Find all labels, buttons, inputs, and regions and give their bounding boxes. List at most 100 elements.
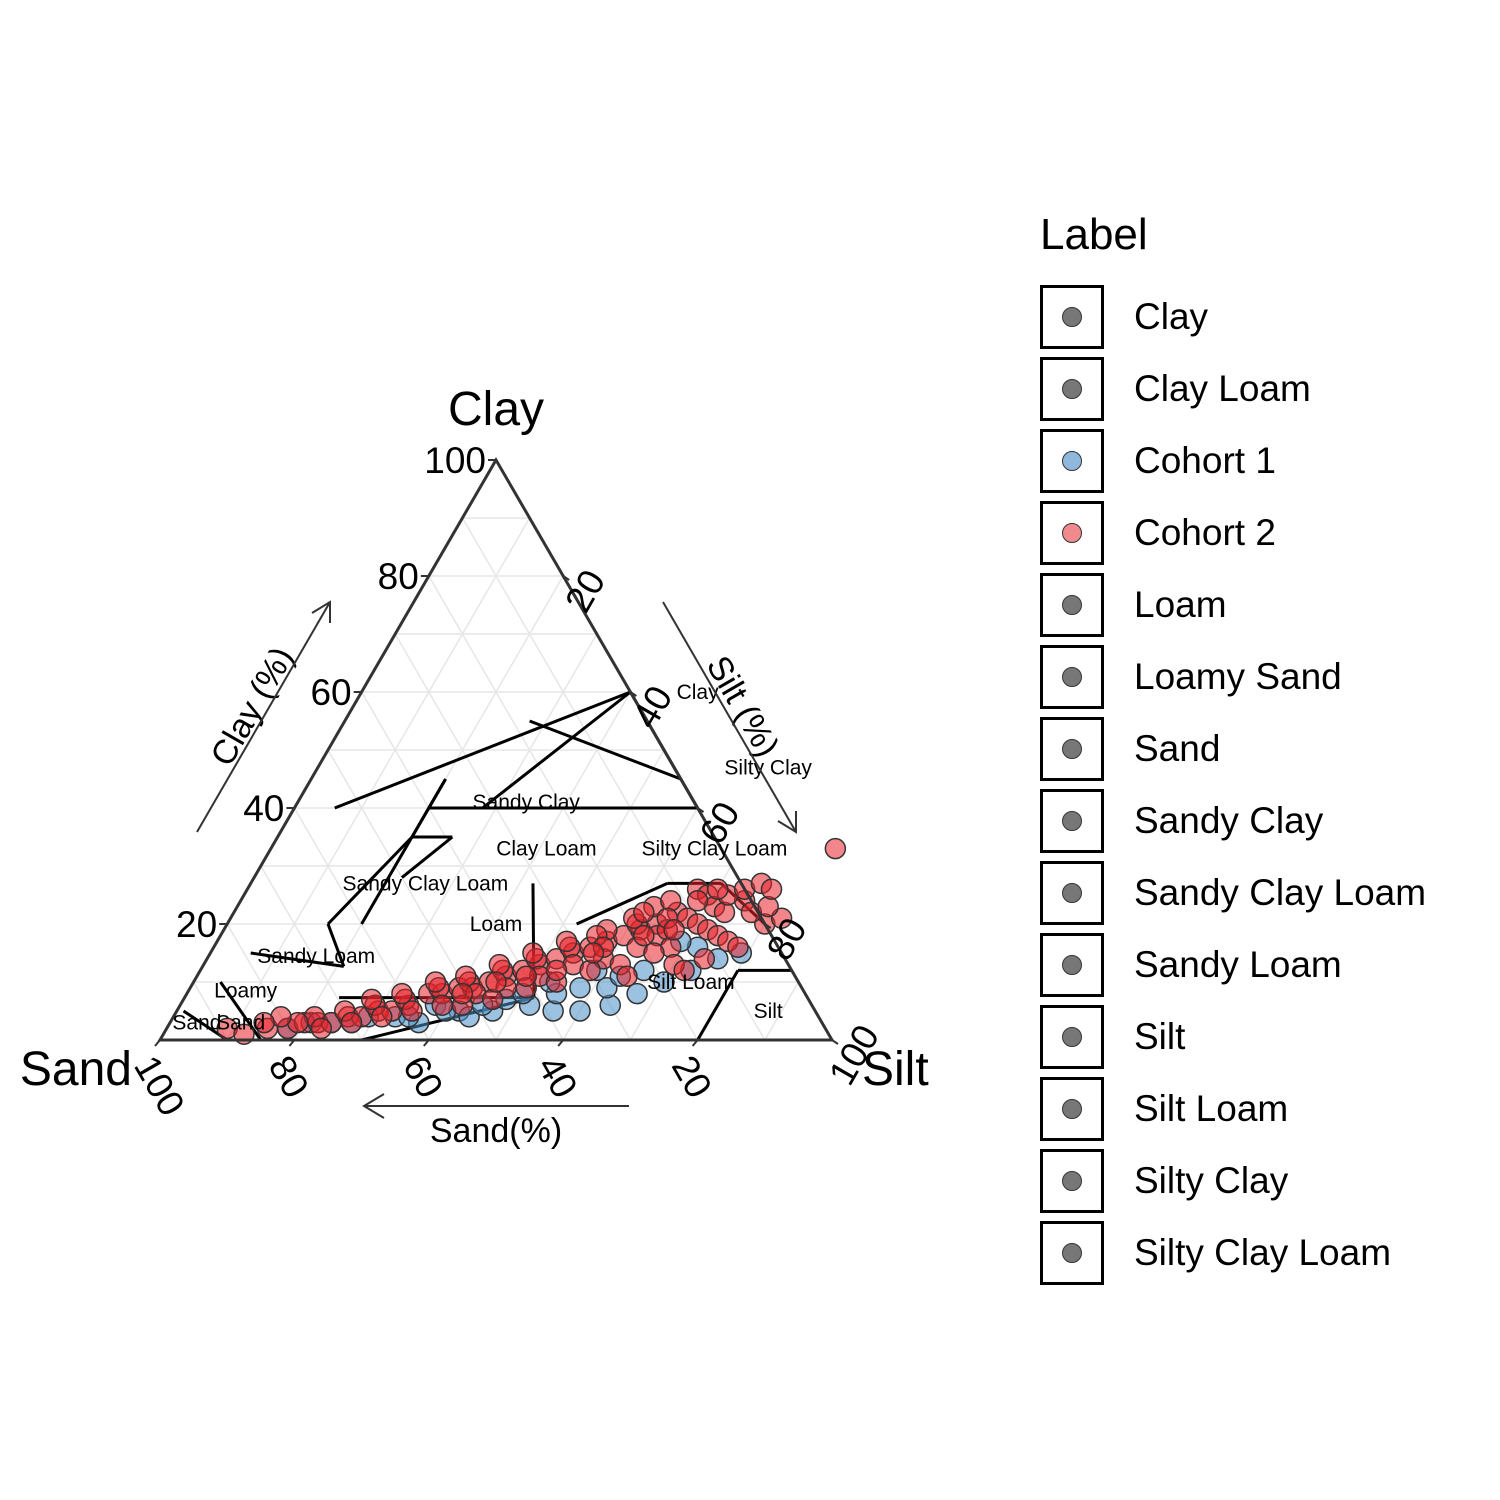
legend-label: Loamy Sand xyxy=(1134,656,1342,697)
region-label: Loam xyxy=(470,913,523,936)
clay-tick-label: 60 xyxy=(310,672,351,713)
clay-tick-label: 100 xyxy=(424,440,486,481)
point-cohort-2 xyxy=(616,965,638,987)
clay-tick-label: 40 xyxy=(243,788,284,829)
point-cohort-1 xyxy=(542,1000,564,1022)
silt-tick-label: 20 xyxy=(557,563,613,619)
point-cohort-2 xyxy=(488,953,511,976)
silt-axis-arrow xyxy=(662,601,797,834)
triangle-outline xyxy=(157,457,835,1042)
sand-tick-mark xyxy=(691,1039,699,1047)
class-boundary xyxy=(576,882,668,926)
legend-item: Loamy Sand xyxy=(1040,641,1426,713)
triangle-frame xyxy=(157,457,835,1042)
point-cohort-2 xyxy=(522,942,544,964)
region-label: Silty Clay xyxy=(724,756,812,779)
legend: Label Clay Clay Loam Cohort 1 Cohort 2 Loam L… xyxy=(1040,205,1426,1289)
point-cohort-2 xyxy=(485,971,507,993)
legend-label: Loam xyxy=(1134,584,1227,625)
legend-label: Silty Clay Loam xyxy=(1134,1232,1392,1273)
region-label: Sandy Loam xyxy=(257,945,375,968)
point-cohort-2 xyxy=(693,948,716,970)
legend-item: Sandy Loam xyxy=(1040,929,1426,1001)
point-cohort-1 xyxy=(599,994,621,1016)
point-cohort-2 xyxy=(633,924,655,947)
legend-item: Silty Clay xyxy=(1040,1145,1426,1217)
point-cohort-2 xyxy=(401,1000,423,1022)
class-boundary xyxy=(334,690,631,810)
region-label: Sand xyxy=(172,1012,221,1035)
point-cohort-2 xyxy=(713,901,736,924)
legend-dot xyxy=(1062,955,1082,975)
legend-item: Loam xyxy=(1040,569,1426,641)
sand-tick-mark xyxy=(423,1039,430,1047)
point-cohort-2 xyxy=(659,890,682,912)
region-label: Sand xyxy=(216,1012,265,1035)
grid-line-silt xyxy=(764,981,800,1041)
point-cohort-1 xyxy=(569,1000,591,1022)
legend-key xyxy=(1040,357,1104,421)
legend-key xyxy=(1040,1077,1104,1141)
sand-tick-label: 80 xyxy=(261,1049,317,1105)
legend-label: Clay xyxy=(1134,296,1209,337)
silt-vertex-label: Silt xyxy=(862,1043,929,1096)
class-boundary xyxy=(360,778,447,925)
point-cohort-2 xyxy=(579,959,601,982)
clay-axis-title: Clay (%) xyxy=(203,641,301,773)
class-boundary xyxy=(696,969,740,1041)
legend-key xyxy=(1040,501,1104,565)
legend-key xyxy=(1040,285,1104,349)
legend-key xyxy=(1040,861,1104,925)
legend-key xyxy=(1040,1221,1104,1285)
clay-tick-label: 80 xyxy=(378,556,419,597)
legend-item: Clay Loam xyxy=(1040,353,1426,425)
class-boundary xyxy=(219,981,263,1041)
region-label: Silt xyxy=(754,1000,783,1023)
point-cohort-2 xyxy=(431,994,453,1016)
legend-items: Clay Clay Loam Cohort 1 Cohort 2 Loam Loamy S… xyxy=(1040,281,1426,1289)
sand-tick-mark xyxy=(154,1039,161,1047)
sand-tick-mark xyxy=(557,1039,564,1047)
class-boundary xyxy=(326,835,414,926)
legend-dot xyxy=(1062,1099,1082,1119)
point-cohort-2 xyxy=(455,965,477,987)
region-label: Silty Clay Loam xyxy=(641,838,787,861)
class-boundary xyxy=(481,690,632,810)
sand-axis-title: Sand(%) xyxy=(430,1112,562,1150)
grid-line-silt xyxy=(360,633,598,1041)
point-cohort-2 xyxy=(555,930,578,953)
legend-label: Clay Loam xyxy=(1134,368,1311,409)
legend-label: Silty Clay xyxy=(1134,1160,1289,1201)
legend-label: Cohort 2 xyxy=(1134,512,1276,553)
point-cohort-2 xyxy=(515,965,537,987)
legend-dot xyxy=(1062,307,1082,327)
point-cohort-2 xyxy=(633,901,655,924)
legend-key xyxy=(1040,1149,1104,1213)
legend-item: Sand xyxy=(1040,713,1426,785)
silt-tick-mark xyxy=(764,923,772,929)
region-label: Sandy Clay xyxy=(473,791,581,814)
point-cohort-2 xyxy=(686,890,709,912)
clay-axis-arrow xyxy=(196,600,331,833)
ternary-chart: Clay Silty Clay Sandy Clay Clay Loam Silty C… xyxy=(20,383,929,1150)
point-cohort-2 xyxy=(253,1011,275,1034)
legend-title: Label xyxy=(1040,210,1148,259)
legend-dot xyxy=(1062,667,1082,687)
point-cohort-2 xyxy=(760,878,783,900)
class-boundary xyxy=(326,923,346,967)
legend-dot xyxy=(1062,523,1082,543)
point-cohort-2 xyxy=(582,942,605,964)
class-boundary xyxy=(400,835,454,879)
point-cohort-2 xyxy=(757,895,779,918)
point-cohort-2 xyxy=(643,942,665,964)
legend-label: Silt Loam xyxy=(1134,1088,1289,1129)
sand-tick-label: 100 xyxy=(126,1049,192,1123)
point-cohort-2 xyxy=(481,988,504,1011)
legend-label: Sand xyxy=(1134,728,1221,769)
legend-key xyxy=(1040,429,1104,493)
region-label: Clay Loam xyxy=(496,838,596,861)
sand-tick-label: 20 xyxy=(664,1049,720,1105)
silt-tick-mark xyxy=(562,575,570,581)
legend-item: Cohort 2 xyxy=(1040,497,1426,569)
legend-dot xyxy=(1062,739,1082,759)
